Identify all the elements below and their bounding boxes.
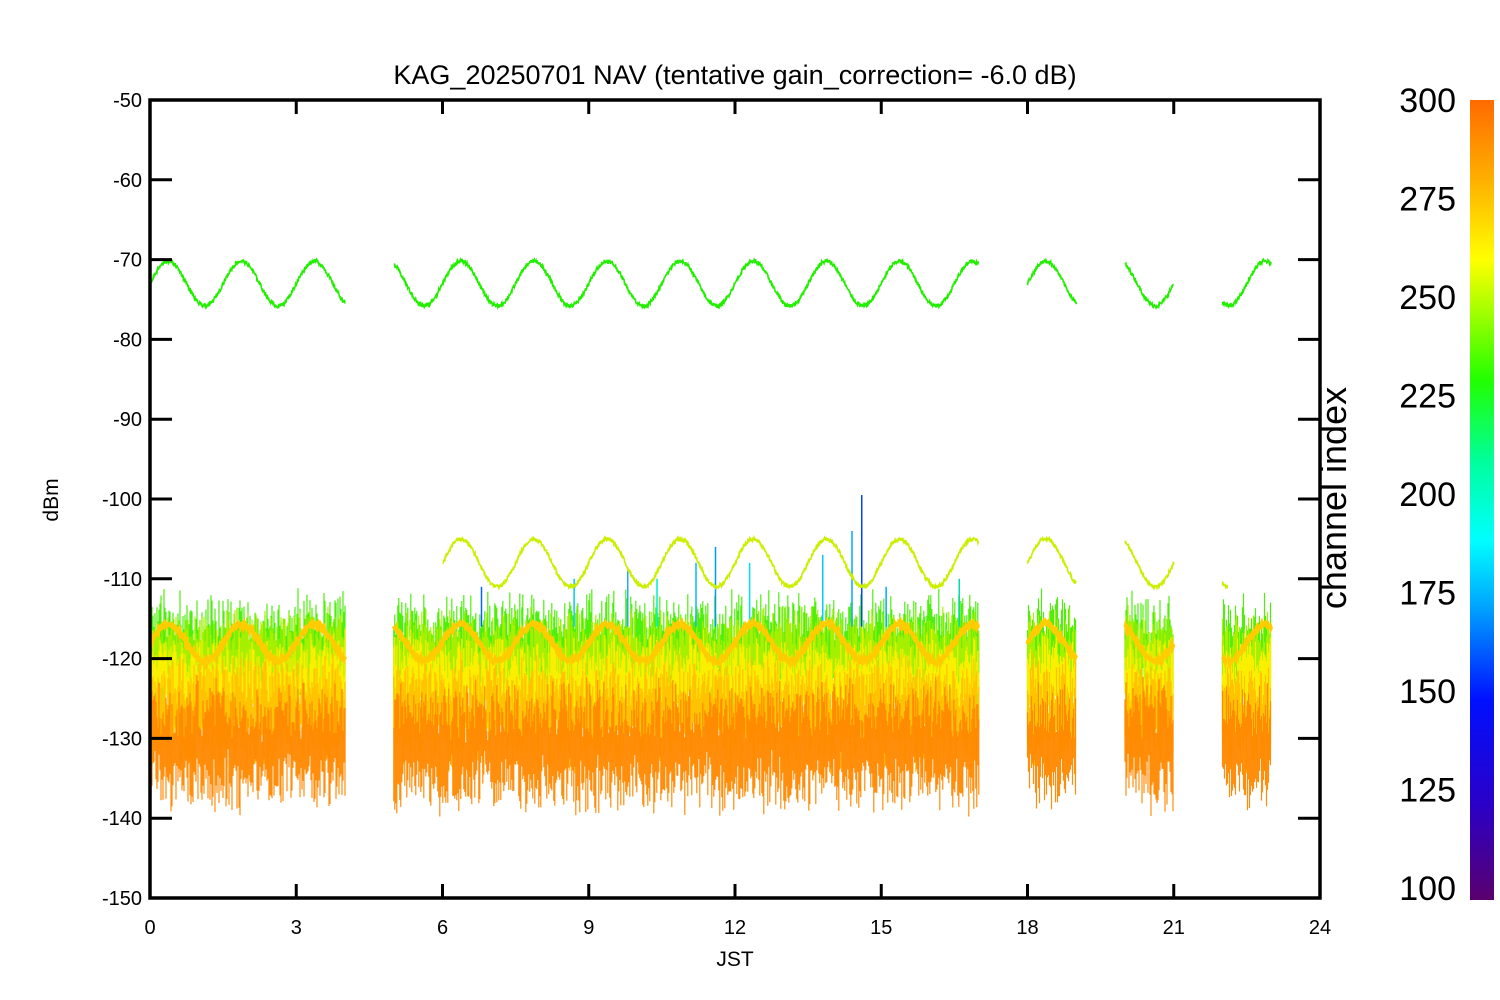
- colorbar-tick-label: 100: [1399, 870, 1456, 908]
- x-tick-label: 24: [1309, 917, 1331, 939]
- y-tick-label: -150: [102, 888, 142, 910]
- colorbar-tick-label: 150: [1399, 673, 1456, 711]
- colorbar-tick-label: 250: [1399, 279, 1456, 317]
- colorbar: [1470, 100, 1494, 900]
- y-axis-label: dBm: [40, 478, 63, 521]
- x-tick-label: 18: [1016, 917, 1038, 939]
- colorbar-tick-label: 125: [1399, 772, 1456, 810]
- y-tick-label: -60: [113, 170, 142, 192]
- series-channel-280: [150, 615, 1274, 671]
- plot-area: [150, 256, 1274, 817]
- chart-title: KAG_20250701 NAV (tentative gain_correct…: [393, 60, 1076, 90]
- x-tick-label: 6: [437, 917, 448, 939]
- colorbar-tick-label: 300: [1399, 82, 1456, 120]
- colorbar-tick-label: 175: [1399, 575, 1456, 613]
- x-tick-label: 15: [870, 917, 892, 939]
- x-axis-label: JST: [716, 948, 754, 971]
- x-tick-label: 21: [1163, 917, 1185, 939]
- colorbar-tick-label: 275: [1399, 181, 1456, 219]
- y-tick-label: -140: [102, 808, 142, 830]
- x-tick-label: 0: [144, 917, 155, 939]
- y-tick-label: -100: [102, 489, 142, 511]
- colorbar-ticks: 300 275 250 225 200 175 150 125 100: [1399, 82, 1456, 908]
- y-tick-label: -90: [113, 409, 142, 431]
- colorbar-label: channel index: [1313, 387, 1354, 609]
- series-channel-240: [150, 256, 1272, 311]
- y-tick-label: -80: [113, 329, 142, 351]
- x-tick-label: 3: [291, 917, 302, 939]
- x-tick-label: 9: [583, 917, 594, 939]
- y-tick-label: -50: [113, 90, 142, 112]
- x-axis: 0 3 6 9 12 15 18 21 24: [144, 100, 1331, 939]
- noise-band-295: [150, 675, 1272, 817]
- colorbar-tick-label: 225: [1399, 378, 1456, 416]
- y-axis: -50 -60 -70 -80 -90 -100 -110 -120 -130 -140 -150: [102, 90, 1320, 910]
- y-tick-label: -130: [102, 728, 142, 750]
- y-tick-label: -70: [113, 250, 142, 272]
- y-tick-label: -120: [102, 649, 142, 671]
- y-tick-label: -110: [103, 569, 142, 591]
- series-channel-265: [442, 534, 1229, 591]
- colorbar-tick-label: 200: [1399, 476, 1456, 514]
- x-tick-label: 12: [724, 917, 746, 939]
